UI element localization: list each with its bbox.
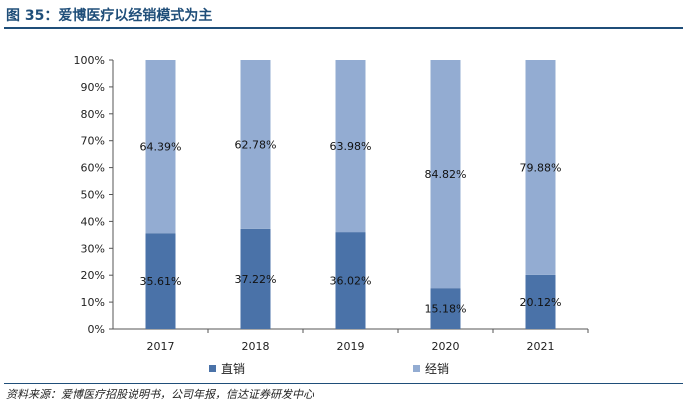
bar-2019-series-0 <box>335 232 366 329</box>
bar-2017-series-1 <box>145 60 176 234</box>
bar-2019-series-1 <box>335 60 366 233</box>
bar-2017-series-0 <box>145 233 176 329</box>
data-label: 15.18% <box>425 303 467 316</box>
source-note: 资料来源：爱博医疗招股说明书，公司年报，信达证券研发中心 <box>6 388 314 401</box>
data-label: 63.98% <box>330 140 372 153</box>
bar-2021-series-0 <box>525 274 556 329</box>
data-label: 35.61% <box>140 275 182 288</box>
y-tick-label: 70% <box>81 135 105 148</box>
legend-swatch <box>209 365 216 372</box>
data-label: 64.39% <box>140 141 182 154</box>
x-tick-label: 2021 <box>527 340 555 353</box>
bar-2018-series-0 <box>240 228 271 329</box>
legend-swatch <box>413 365 420 372</box>
y-tick-label: 100% <box>74 54 105 67</box>
data-label: 84.82% <box>425 168 467 181</box>
y-tick-label: 20% <box>81 269 105 282</box>
legend-label: 直销 <box>221 362 245 376</box>
y-tick-label: 30% <box>81 242 105 255</box>
figure-title: 图 35：爱博医疗以经销模式为主 <box>6 8 213 24</box>
bar-2020-series-1 <box>430 60 461 289</box>
data-label: 79.88% <box>520 161 562 174</box>
title-rule <box>4 27 683 29</box>
x-tick-label: 2018 <box>242 340 270 353</box>
legend-label: 经销 <box>425 362 449 376</box>
bar-2018-series-1 <box>240 60 271 229</box>
bar-2021-series-1 <box>525 60 556 275</box>
x-tick-label: 2019 <box>337 340 365 353</box>
data-label: 62.78% <box>235 138 277 151</box>
bar-2020-series-0 <box>430 288 461 329</box>
x-tick-label: 2020 <box>432 340 460 353</box>
data-label: 36.02% <box>330 275 372 288</box>
y-tick-label: 10% <box>81 296 105 309</box>
data-label: 20.12% <box>520 296 562 309</box>
y-tick-label: 80% <box>81 108 105 121</box>
y-tick-label: 50% <box>81 189 105 202</box>
source-rule <box>4 383 683 384</box>
y-tick-label: 40% <box>81 215 105 228</box>
data-label: 37.22% <box>235 273 277 286</box>
x-tick-label: 2017 <box>147 340 175 353</box>
y-tick-label: 0% <box>88 323 105 336</box>
y-tick-label: 60% <box>81 162 105 175</box>
y-tick-label: 90% <box>81 81 105 94</box>
